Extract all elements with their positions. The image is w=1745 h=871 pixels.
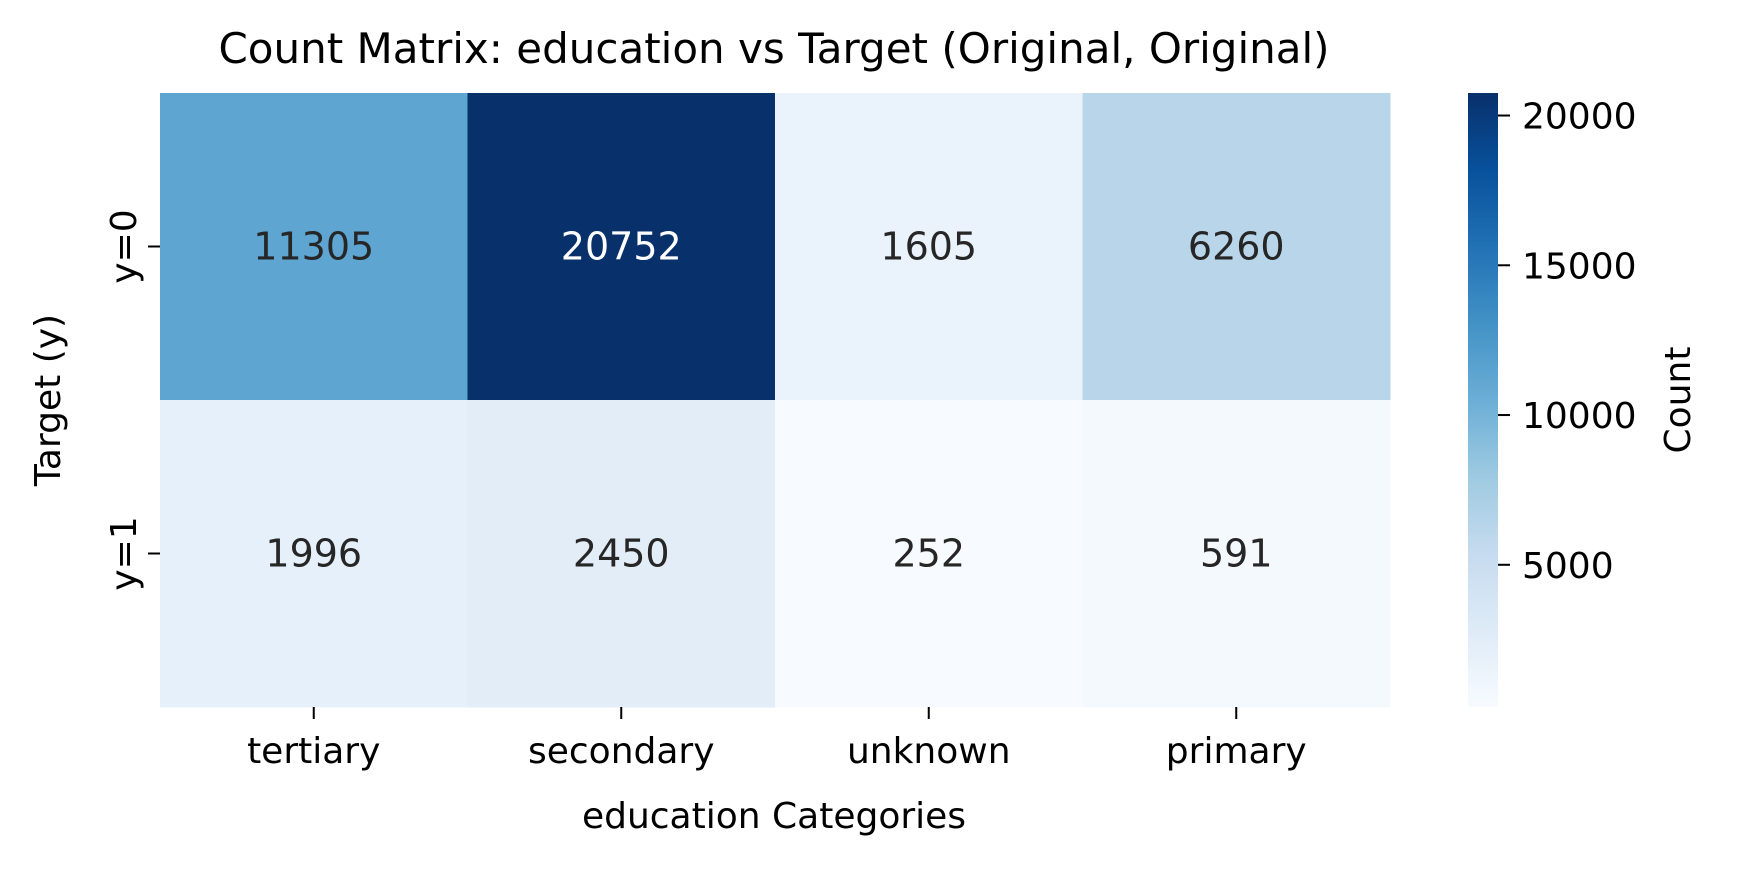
x-tick-label: tertiary <box>247 731 380 772</box>
y-tick-label: y=0 <box>104 209 145 283</box>
heatmap-cell-y=1-tertiary <box>160 400 468 708</box>
cell-value-label: 2450 <box>573 532 670 576</box>
cell-value-label: 591 <box>1200 532 1273 576</box>
colorbar-tick-label: 15000 <box>1522 246 1637 287</box>
heatmap-cell-y=0-tertiary <box>160 93 468 401</box>
heatmap-cell-y=1-secondary <box>467 400 776 708</box>
x-axis-label: education Categories <box>582 796 966 837</box>
colorbar-tick-label: 5000 <box>1522 546 1614 587</box>
y-tick-label: y=1 <box>104 516 145 590</box>
cell-value-label: 1996 <box>265 532 362 576</box>
cell-value-label: 6260 <box>1188 225 1285 269</box>
x-tick-label: primary <box>1166 731 1307 772</box>
heatmap-cell-y=0-primary <box>1082 93 1391 401</box>
x-tick-label: secondary <box>528 731 715 772</box>
heatmap-cell-y=1-unknown <box>775 400 1083 708</box>
cell-value-label: 20752 <box>561 225 682 269</box>
colorbar: 5000 10000 15000 20000 <box>1468 93 1637 707</box>
chart-title: Count Matrix: education vs Target (Origi… <box>218 24 1329 73</box>
heatmap-cell-y=0-secondary <box>467 93 776 401</box>
colorbar-gradient <box>1468 93 1498 707</box>
y-axis: y=0 y=1 <box>104 209 160 591</box>
heatmap-cell-labels: 11305 20752 1605 6260 1996 2450 252 591 <box>253 225 1284 576</box>
colorbar-tick-label: 10000 <box>1522 396 1637 437</box>
x-axis: tertiary secondary unknown primary <box>247 707 1307 772</box>
cell-value-label: 1605 <box>880 225 977 269</box>
colorbar-tick-label: 20000 <box>1522 97 1637 138</box>
heatmap-cells <box>160 93 1391 708</box>
heatmap-cell-y=0-unknown <box>775 93 1083 401</box>
cell-value-label: 11305 <box>253 225 374 269</box>
cell-value-label: 252 <box>892 532 965 576</box>
x-tick-label: unknown <box>847 731 1011 772</box>
colorbar-label: Count <box>1658 347 1699 454</box>
y-axis-label: Target (y) <box>28 314 69 487</box>
heatmap-cell-y=1-primary <box>1082 400 1391 708</box>
